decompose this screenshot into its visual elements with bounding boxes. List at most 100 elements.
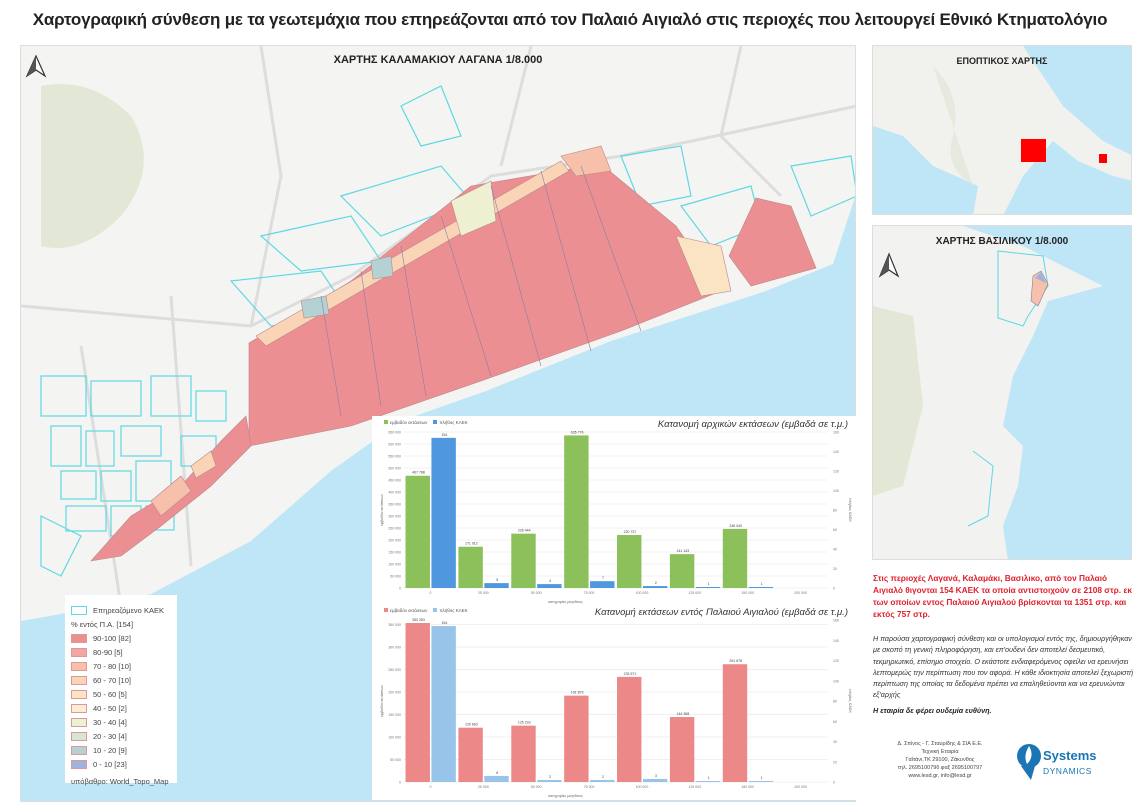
y-tick-label: 250 000 — [388, 527, 401, 531]
x-tick-label: 100 000 — [636, 591, 649, 595]
y2-tick-label: 160 — [833, 619, 839, 623]
data-label: 125 233 — [518, 721, 531, 725]
study-area-marker-vasiliko[interactable] — [1099, 154, 1107, 163]
data-label: 1 — [761, 776, 763, 780]
data-label: 3 — [655, 774, 657, 778]
chart-initial-areas: 0 50 000 100 000 150 000 200 000 250 000 300 0… — [372, 416, 856, 606]
data-label: 191 873 — [571, 691, 584, 695]
y-tick-label: 100 000 — [388, 736, 401, 740]
data-label: 220 737 — [624, 530, 637, 534]
y-tick-label: 650 000 — [388, 431, 401, 435]
x-tick-label: 25 000 — [478, 591, 489, 595]
bar-count[interactable] — [431, 437, 456, 588]
y2-tick-label: 60 — [833, 528, 837, 532]
data-label: 1 — [708, 776, 710, 780]
company-type: Τεχνική Εταιρία — [921, 749, 959, 755]
bar-count[interactable] — [484, 775, 509, 782]
y-tick-label: 550 000 — [388, 455, 401, 459]
vasiliko-map[interactable]: ΧΑΡΤΗΣ ΒΑΣΙΛΙΚΟΥ 1/8.000 — [872, 225, 1132, 560]
legend-label: 80-90 [5] — [93, 647, 123, 657]
north-arrow-icon — [25, 54, 47, 78]
bar-area[interactable] — [405, 475, 430, 588]
bar-area[interactable] — [669, 717, 695, 782]
chart-title: Κατανομή αρχικών εκτάσεων (εμβαδά σε τ.μ… — [657, 419, 848, 430]
y2-tick-label: 160 — [833, 431, 839, 435]
data-label: 7 — [602, 576, 604, 580]
y2-tick-label: 100 — [833, 679, 839, 683]
x-tick-label: 50 000 — [531, 591, 542, 595]
bar-area[interactable] — [564, 695, 589, 782]
data-label: 226 444 — [518, 529, 531, 533]
page-title: Χαρτογραφική σύνθεση με τα γεωτεμάχια πο… — [32, 10, 1108, 29]
bar-count[interactable] — [431, 626, 456, 782]
data-label: 154 — [441, 621, 447, 625]
y2-tick-label: 40 — [833, 740, 837, 744]
bar-area[interactable] — [722, 528, 748, 588]
y-tick-label: 250 000 — [388, 668, 401, 672]
bar-area[interactable] — [458, 727, 483, 782]
bar-area[interactable] — [511, 533, 536, 588]
company-name: Δ. Σπίνος - Γ. Σταυρίδης & ΣΙΑ Ε.Ε. — [897, 741, 983, 747]
bar-area[interactable] — [564, 435, 589, 588]
legend-class: 40 - 50 [2] — [71, 701, 171, 715]
y-tick-label: 150 000 — [388, 551, 401, 555]
legend-label: 0 - 10 [23] — [93, 759, 127, 769]
bar-count[interactable] — [695, 587, 721, 588]
legend-entry-label: εμβαδόν εκτάσεων — [390, 608, 428, 613]
x-tick-label: 0 — [429, 591, 431, 595]
bar-count[interactable] — [484, 583, 509, 588]
bar-count[interactable] — [695, 780, 721, 782]
data-label: 261 678 — [729, 659, 742, 663]
y-tick-label: 200 000 — [388, 691, 401, 695]
bar-area[interactable] — [669, 554, 695, 588]
bar-area[interactable] — [511, 725, 536, 782]
legend-entry: εμβαδόν εκτάσεων — [384, 420, 427, 425]
x-tick-label: 125 000 — [688, 591, 701, 595]
legend-class: 10 - 20 [9] — [71, 743, 171, 757]
bar-count[interactable] — [590, 779, 615, 782]
study-area-marker-kalamaki[interactable] — [1021, 139, 1046, 162]
parcel-boundaries — [320, 165, 642, 417]
company-web[interactable]: www.lesd.gr, info@lesd.gr — [908, 773, 972, 779]
land — [873, 46, 1131, 214]
bar-area[interactable] — [617, 535, 642, 588]
y-tick-label: 100 000 — [388, 563, 401, 567]
bar-count[interactable] — [748, 587, 774, 588]
x-axis-label: κατηγορίες μεγέθους — [548, 600, 583, 604]
bar-area[interactable] — [617, 676, 642, 782]
company-phone: τηλ. 2695100796 φαξ 2695100797 — [897, 765, 983, 771]
data-label: 144 368 — [677, 712, 690, 716]
y-tick-label: 0 — [399, 781, 401, 785]
bar-count[interactable] — [748, 780, 774, 782]
y-tick-label: 50 000 — [390, 575, 401, 579]
overview-map[interactable]: ΕΠΟΠΤΙΚΟΣ ΧΑΡΤΗΣ — [872, 45, 1132, 215]
y2-tick-label: 80 — [833, 700, 837, 704]
y2-tick-label: 100 — [833, 489, 839, 493]
vasiliko-map-canvas — [873, 226, 1131, 559]
legend-swatch — [71, 703, 87, 713]
y-tick-label: 350 000 — [388, 623, 401, 627]
bar-area[interactable] — [405, 623, 430, 782]
bar-area[interactable] — [722, 664, 748, 782]
data-label: 246 040 — [729, 524, 742, 528]
bar-count[interactable] — [642, 778, 668, 782]
y2-tick-label: 0 — [833, 781, 835, 785]
x-tick-label: 75 000 — [584, 591, 595, 595]
legend-label: 10 - 20 [9] — [93, 745, 127, 755]
legend-label: 50 - 60 [5] — [93, 689, 127, 699]
bar-count[interactable] — [537, 584, 562, 588]
legend-label: 60 - 70 [10] — [93, 675, 131, 685]
bar-count[interactable] — [537, 779, 562, 782]
bar-area[interactable] — [458, 546, 483, 588]
affected-parcel[interactable] — [1035, 272, 1046, 283]
legend-swatch — [71, 605, 87, 615]
legend-entry: πλήθος ΚΑΕΚ — [433, 420, 468, 425]
data-label: 233 571 — [624, 672, 637, 676]
legend-class: 90-100 [82] — [71, 631, 171, 645]
bar-count[interactable] — [590, 581, 615, 588]
affected-parcels[interactable] — [90, 145, 817, 562]
bar-count[interactable] — [642, 586, 668, 588]
disclaimer-text: Η παρούσα χαρτογραφική σύνθεση και οι υπ… — [873, 634, 1134, 700]
company-address: Γαΐτάνι,ΤΚ 29100, Ζάκυνθος — [905, 757, 975, 763]
logo-word-systems: Systems — [1043, 748, 1097, 763]
